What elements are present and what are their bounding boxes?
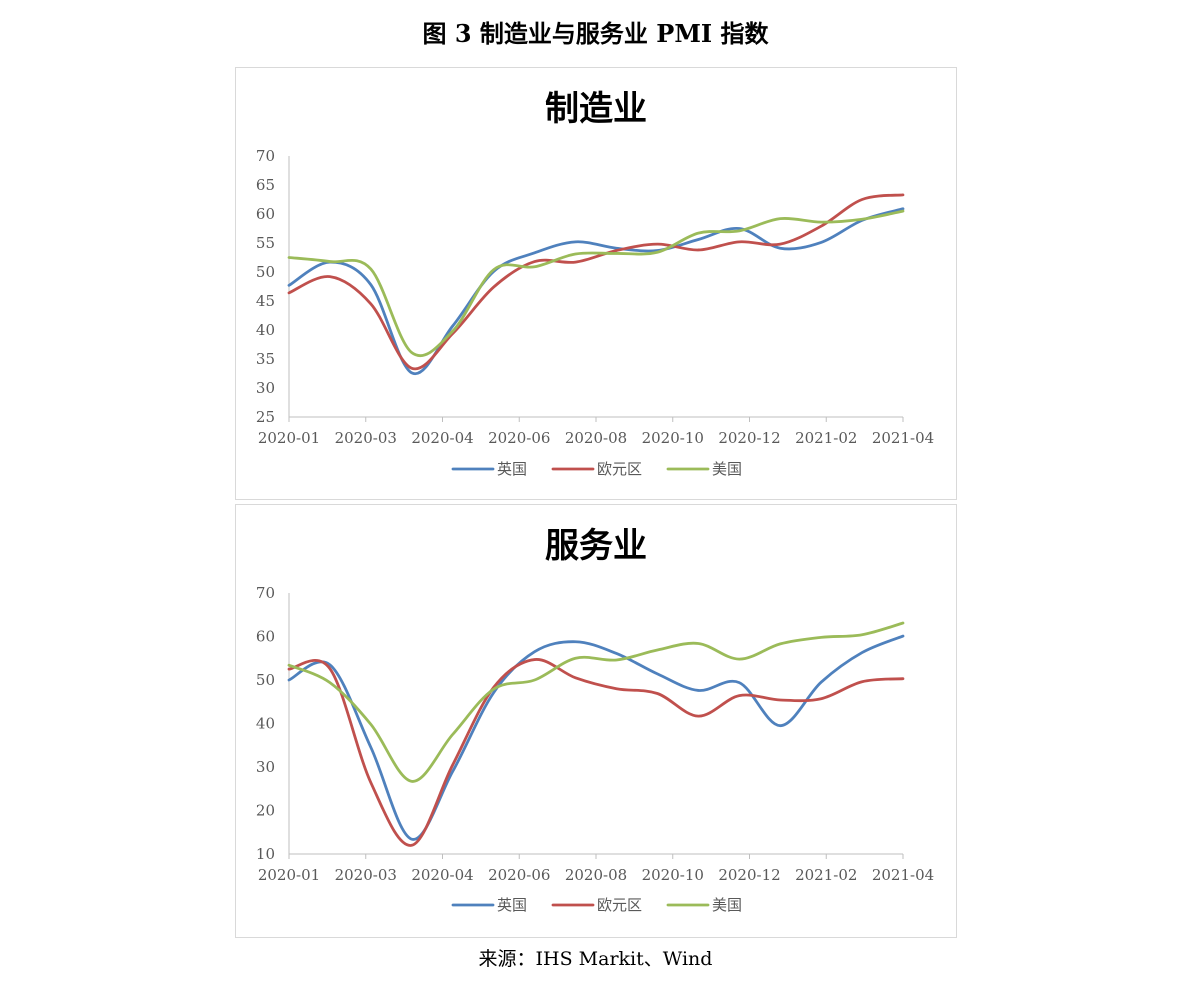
x-tick-label: 2021-02 [795, 429, 857, 447]
y-tick-label: 65 [256, 176, 275, 194]
x-tick-label: 2020-03 [335, 866, 397, 884]
series-line-eurozone [287, 658, 905, 847]
x-tick-label: 2021-04 [872, 429, 934, 447]
y-tick-label: 30 [256, 758, 275, 776]
y-tick-label: 20 [256, 802, 275, 820]
x-tick-label: 2020-06 [488, 866, 550, 884]
legend-item: 欧元区 [551, 896, 642, 914]
y-tick-label: 10 [256, 845, 275, 863]
series-line-us [287, 209, 905, 357]
y-tick-label: 45 [256, 292, 275, 310]
y-tick-label: 40 [256, 715, 275, 733]
x-tick-label: 2020-06 [488, 429, 550, 447]
legend-item: 欧元区 [551, 460, 642, 478]
y-tick-label: 55 [256, 234, 275, 252]
legend-label: 英国 [497, 460, 527, 478]
y-tick-label: 35 [256, 350, 275, 368]
x-tick-label: 2021-02 [795, 866, 857, 884]
y-tick-label: 70 [256, 584, 275, 602]
legend-item: 英国 [451, 460, 527, 478]
legend-label: 欧元区 [597, 460, 642, 478]
chart-title: 服务业 [545, 526, 647, 566]
series-line-eurozone [287, 193, 905, 371]
y-tick-label: 60 [256, 205, 275, 223]
series-line-uk [287, 207, 905, 376]
services-chart-panel: 服务业 10 20 30 40 50 60 70 2020-01 2020-03 2020-04 20… [235, 504, 957, 938]
figure-title: 图 3 制造业与服务业 PMI 指数 [422, 19, 769, 48]
legend-label: 美国 [712, 896, 742, 914]
legend-item: 美国 [666, 460, 742, 478]
legend-label: 美国 [712, 460, 742, 478]
x-tick-label: 2020-01 [258, 866, 320, 884]
x-tick-label: 2020-03 [335, 429, 397, 447]
y-tick-label: 60 [256, 628, 275, 646]
x-tick-label: 2020-10 [642, 866, 704, 884]
x-tick-label: 2020-12 [718, 866, 780, 884]
manufacturing-chart-panel: 制造业 25 30 35 40 45 50 55 60 65 70 2020-01 2020-03 202… [235, 67, 957, 500]
series-line-uk [287, 634, 905, 841]
y-tick-label: 50 [256, 671, 275, 689]
y-tick-label: 50 [256, 263, 275, 281]
y-tick-label: 30 [256, 379, 275, 397]
legend-label: 欧元区 [597, 896, 642, 914]
chart-title: 制造业 [545, 89, 647, 129]
legend-item: 美国 [666, 896, 742, 914]
x-tick-label: 2020-04 [411, 866, 473, 884]
y-tick-label: 70 [256, 147, 275, 165]
x-tick-label: 2020-08 [565, 429, 627, 447]
legend-item: 英国 [451, 896, 527, 914]
series-line-us [287, 621, 905, 783]
x-tick-label: 2020-10 [642, 429, 704, 447]
y-tick-label: 40 [256, 321, 275, 339]
x-tick-label: 2020-01 [258, 429, 320, 447]
source-note: 来源：IHS Markit、Wind [478, 948, 713, 970]
services-chart: 服务业 10 20 30 40 50 60 70 2020-01 2020-03 2020-04 20… [256, 526, 934, 914]
x-tick-label: 2020-04 [411, 429, 473, 447]
manufacturing-chart: 制造业 25 30 35 40 45 50 55 60 65 70 2020-01 2020-03 202… [256, 89, 934, 478]
x-tick-label: 2020-08 [565, 866, 627, 884]
x-tick-label: 2020-12 [718, 429, 780, 447]
legend-label: 英国 [497, 896, 527, 914]
y-tick-label: 25 [256, 408, 275, 426]
x-tick-label: 2021-04 [872, 866, 934, 884]
